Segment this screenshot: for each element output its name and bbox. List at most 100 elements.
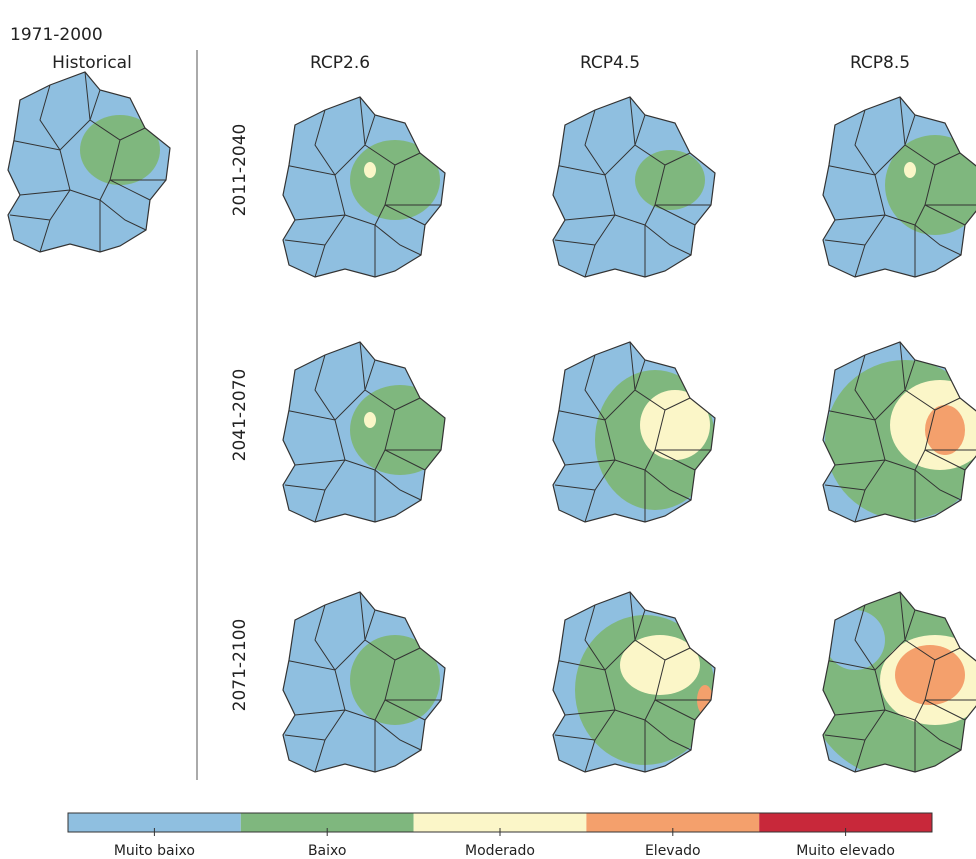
map-outline — [552, 96, 716, 278]
region — [635, 150, 705, 210]
historical-label: Historical — [52, 53, 132, 73]
map-outline — [282, 96, 446, 278]
map — [7, 71, 171, 253]
map-patches — [284, 342, 445, 522]
legend-swatch — [240, 813, 414, 832]
boundary — [374, 719, 422, 751]
boundary — [359, 592, 366, 641]
map-patches — [554, 342, 715, 522]
boundary — [824, 484, 866, 491]
map-outline — [7, 71, 171, 253]
boundary — [99, 179, 111, 201]
boundary — [644, 699, 656, 721]
boundary — [284, 114, 376, 176]
legend-label: Moderado — [465, 843, 535, 859]
map — [552, 96, 716, 278]
boundary — [359, 342, 366, 391]
map-patches — [284, 97, 441, 277]
boundary — [374, 699, 386, 721]
boundary — [284, 359, 376, 421]
map — [822, 591, 976, 773]
boundary — [584, 354, 606, 421]
map — [552, 341, 716, 523]
region — [895, 645, 965, 705]
boundary — [824, 734, 866, 741]
boundary — [554, 734, 596, 741]
boundary — [314, 354, 336, 421]
map-outline — [822, 341, 976, 523]
boundary — [899, 342, 906, 391]
map-patches — [284, 592, 441, 772]
map-outline — [822, 591, 976, 773]
region — [364, 412, 376, 428]
boundary — [284, 239, 326, 246]
boundary — [374, 204, 386, 226]
boundary — [9, 89, 101, 151]
boundary — [854, 604, 876, 671]
boundary — [824, 114, 916, 176]
boundary — [554, 114, 646, 176]
map-base — [553, 97, 715, 277]
boundary — [914, 719, 962, 751]
boundary — [644, 224, 692, 256]
legend-swatch — [586, 813, 760, 832]
legend-label: Elevado — [645, 843, 701, 859]
map — [822, 96, 976, 278]
region — [350, 385, 445, 475]
boundary — [644, 449, 656, 471]
legend-label: Muito elevado — [796, 843, 895, 859]
boundary — [629, 592, 636, 641]
map — [282, 96, 446, 278]
boundary — [99, 199, 147, 231]
boundary — [9, 214, 51, 221]
region — [640, 390, 710, 460]
boundary — [854, 354, 876, 421]
boundary — [584, 109, 606, 176]
boundary — [554, 359, 646, 421]
boundary — [374, 449, 386, 471]
column-label: RCP4.5 — [580, 53, 640, 73]
boundary — [554, 239, 596, 246]
map-patches — [824, 342, 976, 522]
map — [822, 341, 976, 523]
boundary — [284, 734, 326, 741]
boundary — [644, 719, 692, 751]
boundary — [644, 204, 656, 226]
boundary — [899, 97, 906, 146]
boundary — [824, 609, 916, 671]
legend-swatch — [68, 813, 241, 832]
boundary — [914, 469, 962, 501]
region — [925, 405, 965, 455]
boundary — [914, 699, 926, 721]
boundary — [284, 484, 326, 491]
legend-swatch — [413, 813, 587, 832]
region — [350, 140, 440, 220]
legend-swatch — [759, 813, 932, 832]
boundary — [284, 609, 376, 671]
map-outline — [822, 96, 976, 278]
boundary — [359, 97, 366, 146]
row-label: 2011-2040 — [230, 124, 250, 217]
legend-label: Baixo — [308, 843, 347, 859]
map-outline — [552, 341, 716, 523]
map — [282, 591, 446, 773]
boundary — [629, 342, 636, 391]
boundary — [914, 449, 926, 471]
boundary — [554, 484, 596, 491]
boundary — [554, 609, 646, 671]
boundary — [314, 109, 336, 176]
region — [620, 635, 700, 695]
region — [80, 115, 160, 185]
region — [364, 162, 376, 178]
boundary — [629, 97, 636, 146]
boundary — [644, 469, 692, 501]
boundary — [374, 224, 422, 256]
boundary — [314, 604, 336, 671]
column-label: RCP2.6 — [310, 53, 370, 73]
map-patches — [554, 592, 715, 772]
boundary — [899, 592, 906, 641]
title: 1971-2000 — [10, 25, 103, 45]
row-label: 2071-2100 — [230, 619, 250, 712]
map-outline — [282, 591, 446, 773]
